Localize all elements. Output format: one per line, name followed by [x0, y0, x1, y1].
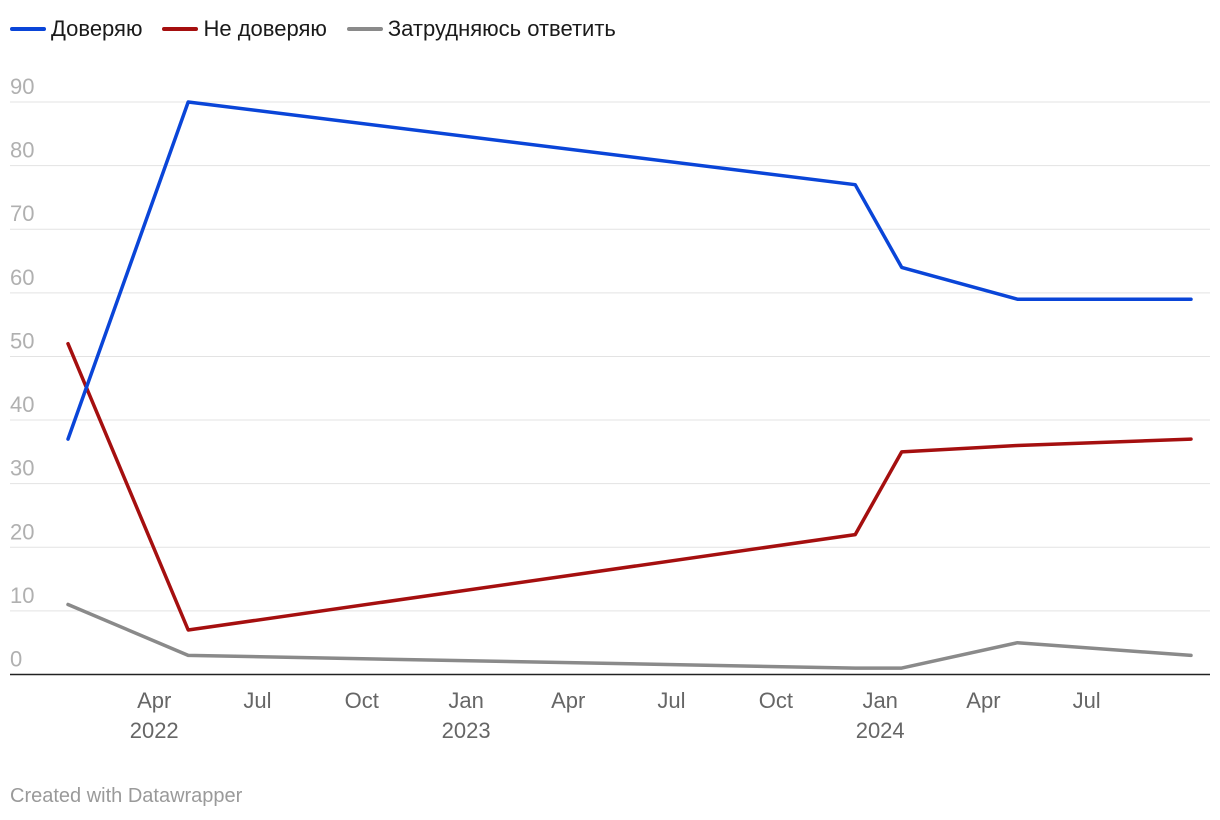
series-line-undecided — [66, 602, 1193, 670]
y-tick-label-10: 10 — [10, 583, 34, 608]
y-tick-label-60: 60 — [10, 265, 34, 290]
y-tick-label-80: 80 — [10, 138, 34, 163]
x-tick-year-2024: 2024 — [856, 718, 905, 743]
x-tick-label-5: Jul — [657, 688, 685, 713]
x-tick-label-2: Oct — [345, 688, 379, 713]
x-tick-label-3: Jan — [448, 688, 483, 713]
x-tick-label-4: Apr — [551, 688, 585, 713]
x-tick-year-2022: 2022 — [130, 718, 179, 743]
x-tick-label-7: Jan — [862, 688, 897, 713]
series-line-trust — [66, 100, 1193, 441]
y-tick-label-70: 70 — [10, 201, 34, 226]
legend-item-undecided: Затрудняюсь ответить — [346, 16, 616, 42]
legend-item-distrust: Не доверяю — [162, 16, 327, 42]
x-tick-year-2023: 2023 — [442, 718, 491, 743]
series-line-distrust — [66, 341, 1193, 632]
legend-label-trust: Доверяю — [51, 16, 143, 41]
y-tick-label-50: 50 — [10, 328, 34, 353]
x-tick-label-6: Oct — [759, 688, 793, 713]
y-tick-label-20: 20 — [10, 519, 34, 544]
x-tick-label-1: Jul — [243, 688, 271, 713]
legend-swatch-undecided — [346, 27, 383, 31]
x-tick-label-0: Apr — [137, 688, 171, 713]
legend: Доверяю Не доверяю Затрудняюсь ответить — [10, 16, 636, 42]
legend-swatch-distrust — [162, 27, 199, 31]
y-tick-label-90: 90 — [10, 74, 34, 99]
legend-label-undecided: Затрудняюсь ответить — [387, 16, 616, 41]
legend-swatch-trust — [10, 27, 46, 31]
legend-label-distrust: Не доверяю — [203, 16, 327, 41]
x-tick-label-9: Jul — [1073, 688, 1101, 713]
y-tick-label-30: 30 — [10, 456, 34, 481]
legend-item-trust: Доверяю — [10, 16, 142, 42]
x-tick-label-8: Apr — [966, 688, 1000, 713]
footer-credit: Created with Datawrapper — [10, 785, 243, 807]
y-tick-label-40: 40 — [10, 392, 34, 417]
y-tick-label-0: 0 — [10, 647, 22, 672]
